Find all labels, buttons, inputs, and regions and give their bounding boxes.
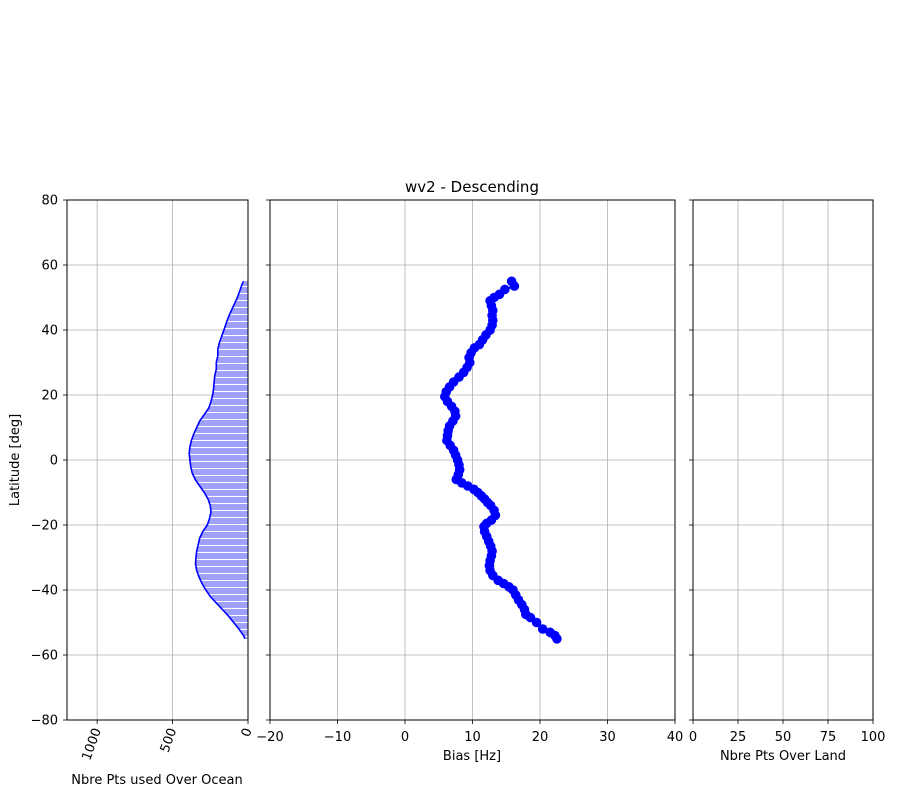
bias-point	[537, 624, 548, 634]
y-tick-label: 0	[50, 454, 58, 469]
bias-point	[509, 281, 520, 291]
x-tick-label: 100	[861, 730, 886, 745]
latitude-axis-label: Latitude [deg]	[8, 414, 23, 506]
bias-scatter-points	[440, 276, 562, 644]
land-x-axis-label: Nbre Pts Over Land	[720, 749, 846, 764]
y-tick-label: −40	[31, 584, 58, 599]
bias-x-axis-label: Bias [Hz]	[443, 749, 501, 764]
y-tick-label: 60	[41, 259, 58, 274]
bias-point	[552, 634, 562, 644]
x-tick-label: 50	[775, 730, 792, 745]
x-tick-label: 40	[667, 730, 684, 745]
x-tick-label: −10	[324, 730, 351, 745]
land-panel-ticks: 0 25 50 75 100	[689, 199, 886, 745]
y-tick-label: 80	[41, 194, 58, 209]
x-tick-label: 25	[730, 730, 747, 745]
x-tick-label: 30	[599, 730, 616, 745]
y-tick-label: −20	[31, 519, 58, 534]
y-tick-label: 40	[41, 324, 58, 339]
y-tick-label: 20	[41, 389, 58, 404]
chart-title: wv2 - Descending	[405, 178, 539, 196]
x-tick-label: 0	[689, 730, 697, 745]
y-tick-label: −80	[31, 714, 58, 729]
bias-panel-ticks: −20 −10 0 10 20 30 40	[256, 199, 684, 745]
x-tick-label: 75	[820, 730, 837, 745]
bias-panel: −20 −10 0 10 20 30 40 wv2 - Descending Bias [H…	[256, 178, 683, 764]
land-count-panel: 0 25 50 75 100 Nbre Pts Over Land	[689, 199, 886, 764]
x-tick-label: −20	[256, 730, 283, 745]
x-tick-label: 10	[464, 730, 481, 745]
ocean-count-line	[188, 280, 246, 640]
ocean-x-axis-label: Nbre Pts used Over Ocean	[71, 773, 242, 788]
ocean-count-fill	[189, 281, 248, 639]
y-tick-label: −60	[31, 649, 58, 664]
x-tick-label: 0	[401, 730, 409, 745]
ocean-count-area	[188, 280, 248, 640]
bias-point	[531, 617, 542, 628]
x-tick-label: 20	[532, 730, 549, 745]
